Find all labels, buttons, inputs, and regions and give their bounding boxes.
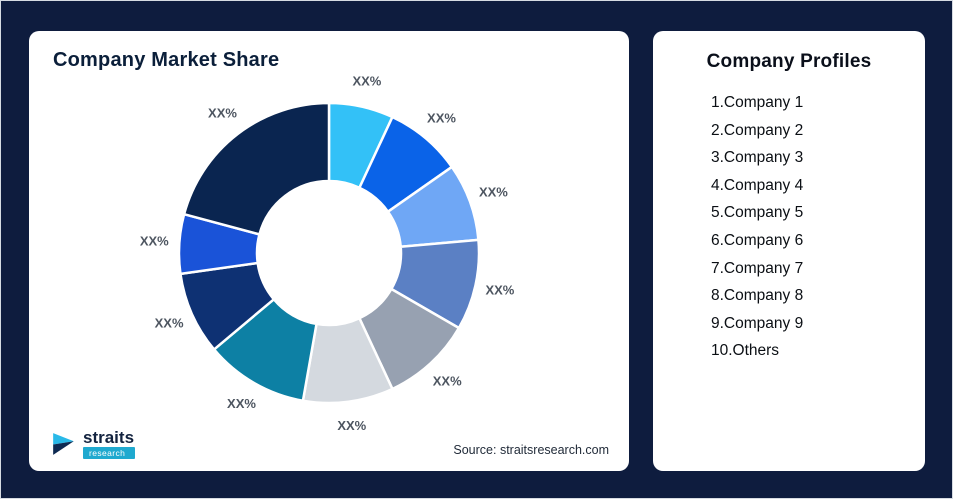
slice-label-company-8: XX% bbox=[155, 316, 184, 331]
market-share-card: XX% XX% XX% XX% XX% XX% XX% XX% XX% XX% Company M… bbox=[29, 31, 629, 471]
chart-title: Company Market Share bbox=[53, 49, 280, 71]
profile-item: 4.Company 4 bbox=[711, 176, 804, 194]
profile-item: 8.Company 8 bbox=[711, 287, 804, 305]
profile-item: 10.Others bbox=[711, 342, 780, 360]
source-text: Source: straitsresearch.com bbox=[453, 443, 609, 457]
profiles-list: 1.Company 1 2.Company 2 3.Company 3 4.Co… bbox=[653, 89, 925, 365]
slice-label-company-7: XX% bbox=[227, 396, 256, 411]
logo-sub-text: research bbox=[83, 447, 136, 459]
logo-text: straits research bbox=[83, 428, 136, 459]
profile-item: 5.Company 5 bbox=[711, 204, 804, 222]
slice-label-company-9: XX% bbox=[140, 234, 169, 249]
slice-label-company-4: XX% bbox=[485, 282, 514, 297]
straits-research-logo: straits research bbox=[51, 428, 136, 459]
company-profiles-card: Company Profiles 1.Company 1 2.Company 2… bbox=[653, 31, 925, 471]
donut-chart: XX% XX% XX% XX% XX% XX% XX% XX% XX% XX% bbox=[140, 74, 515, 433]
logo-icon bbox=[53, 433, 74, 455]
profile-item: 6.Company 6 bbox=[711, 231, 804, 249]
profiles-title: Company Profiles bbox=[706, 51, 872, 72]
slice-label-company-1: XX% bbox=[352, 74, 381, 89]
profile-item: 2.Company 2 bbox=[711, 121, 804, 139]
slice-label-company-2: XX% bbox=[427, 110, 456, 125]
profile-item: 1.Company 1 bbox=[711, 94, 804, 111]
profile-item: 7.Company 7 bbox=[711, 259, 804, 277]
slice-label-others: XX% bbox=[208, 106, 237, 121]
profile-item: 3.Company 3 bbox=[711, 149, 804, 167]
slice-label-company-3: XX% bbox=[479, 185, 508, 200]
slice-label-company-5: XX% bbox=[433, 373, 462, 388]
logo-brand-text: straits bbox=[83, 428, 135, 447]
profile-item: 9.Company 9 bbox=[711, 314, 804, 332]
slice-label-company-6: XX% bbox=[337, 418, 366, 433]
donut-slice-others bbox=[182, 101, 331, 236]
